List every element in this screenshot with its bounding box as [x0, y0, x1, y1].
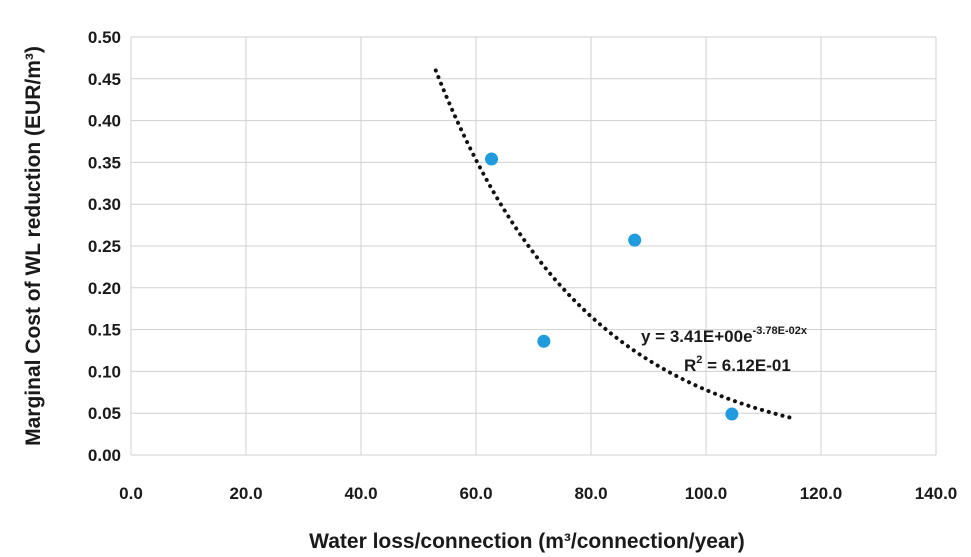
r-squared-symbol: R: [684, 356, 696, 375]
data-point: [725, 407, 739, 421]
y-tick-label: 0.05: [88, 404, 121, 423]
grid: [130, 36, 937, 456]
x-tick-label: 80.0: [574, 484, 607, 503]
trendline-equation-base: y = 3.41E+00e: [641, 327, 753, 346]
y-tick-label: 0.50: [88, 28, 121, 47]
x-tick-labels: 0.0 20.0 40.0 60.0 80.0 100.0 120.0 140.0: [119, 484, 957, 503]
data-point: [485, 152, 499, 166]
y-tick-label: 0.40: [88, 112, 121, 131]
x-axis-title: Water loss/connection (m³/connection/yea…: [309, 530, 745, 553]
x-tick-label: 100.0: [685, 484, 728, 503]
data-point: [628, 233, 642, 247]
y-tick-label: 0.10: [88, 362, 121, 381]
x-tick-label: 120.0: [800, 484, 843, 503]
y-tick-labels: 0.00 0.05 0.10 0.15 0.20 0.25 0.30 0.35 0.40 0.45…: [88, 28, 121, 465]
y-tick-label: 0.45: [88, 70, 121, 89]
r-squared-value: = 6.12E-01: [702, 356, 790, 375]
y-tick-label: 0.30: [88, 195, 121, 214]
y-tick-label: 0.20: [88, 279, 121, 298]
trendline-equation-exponent: -3.78E-02x: [753, 325, 808, 337]
y-tick-label: 0.00: [88, 446, 121, 465]
y-tick-label: 0.35: [88, 153, 121, 172]
trendline-equation: y = 3.41E+00e-3.78E-02x: [641, 325, 808, 346]
x-tick-label: 60.0: [459, 484, 492, 503]
trendline-r-squared: R2 = 6.12E-01: [684, 354, 791, 375]
x-tick-label: 140.0: [915, 484, 958, 503]
data-points: [485, 152, 739, 421]
y-axis-title: Marginal Cost of WL reduction (EUR/m³): [22, 46, 45, 446]
x-tick-label: 40.0: [344, 484, 377, 503]
x-tick-label: 0.0: [119, 484, 143, 503]
x-tick-label: 20.0: [229, 484, 262, 503]
y-tick-label: 0.15: [88, 321, 121, 340]
r-squared-superscript: 2: [696, 354, 702, 366]
y-tick-label: 0.25: [88, 237, 121, 256]
data-point: [537, 334, 551, 348]
